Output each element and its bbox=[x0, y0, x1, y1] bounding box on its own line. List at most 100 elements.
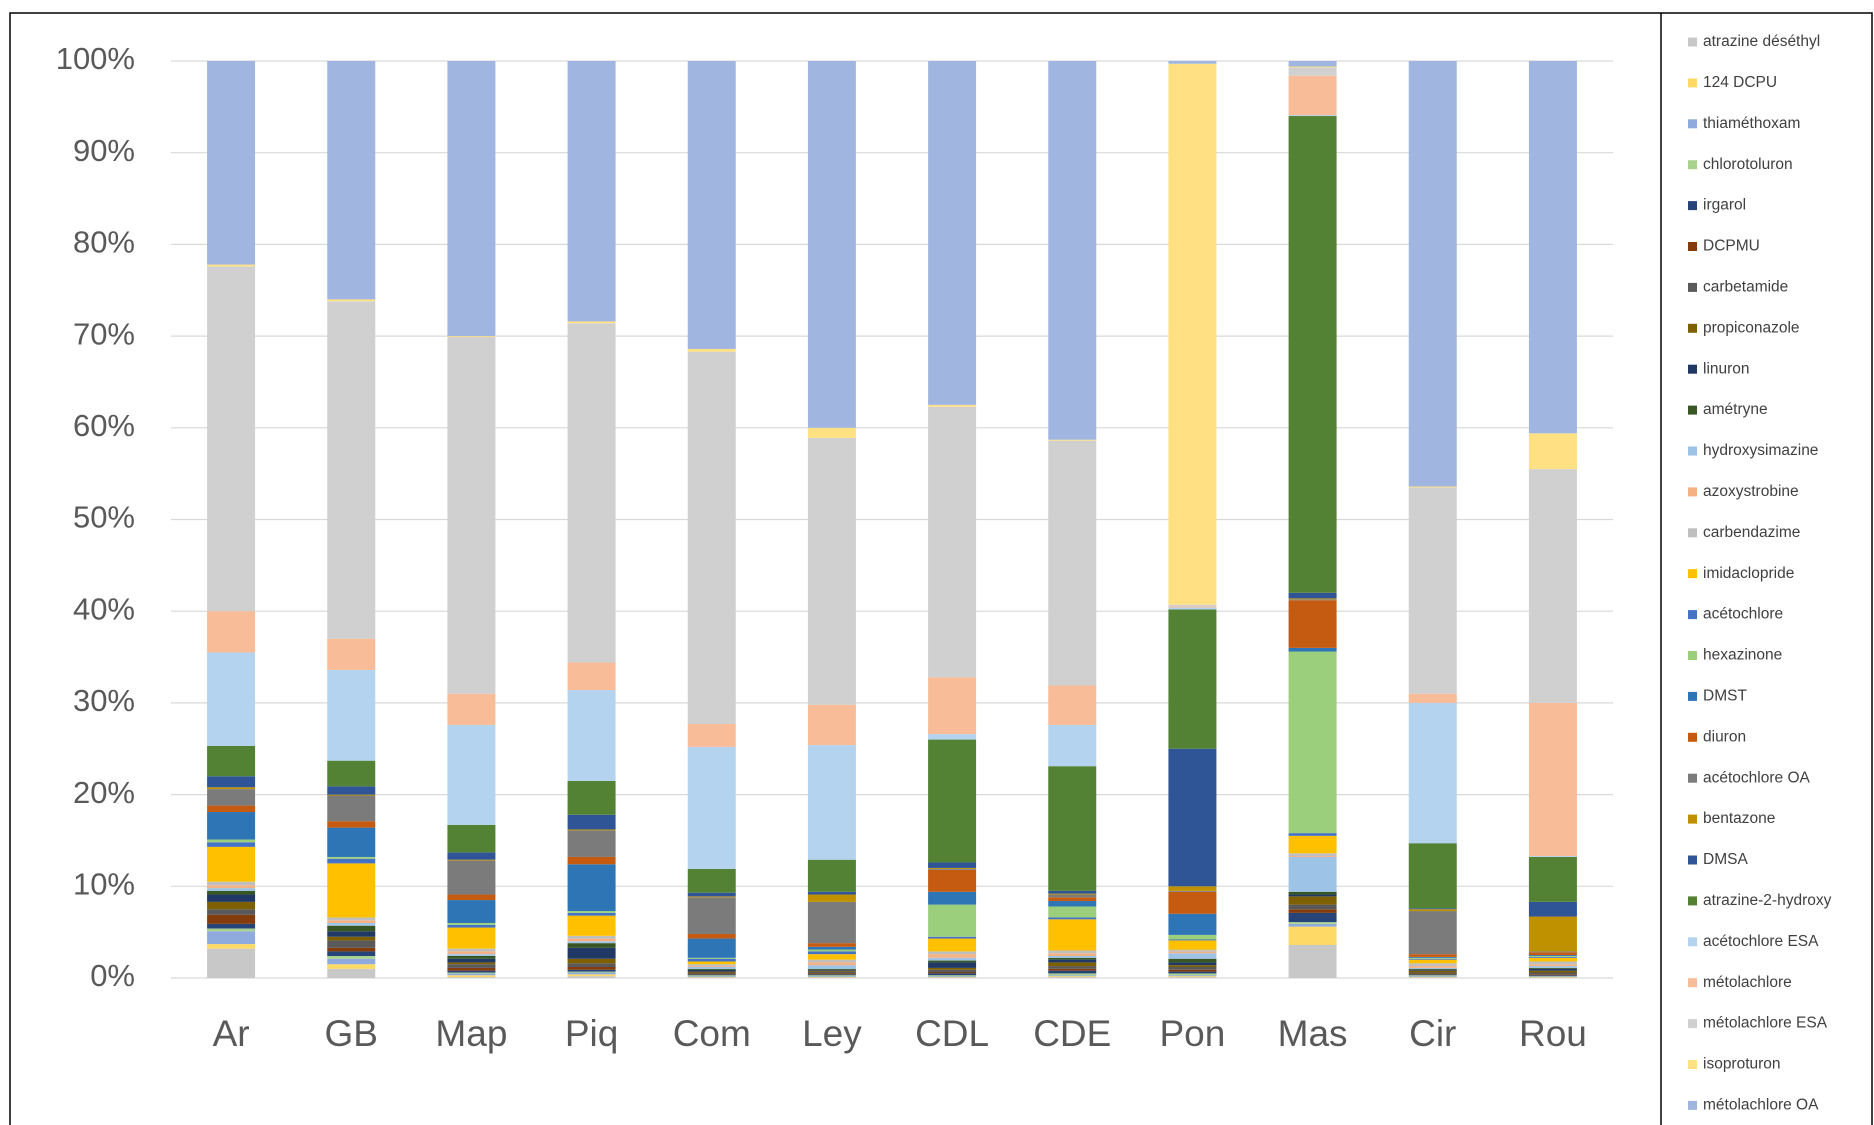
bar-segment bbox=[207, 611, 256, 653]
bar-segment bbox=[1408, 966, 1457, 968]
bar-segment bbox=[687, 933, 736, 939]
bar-segment bbox=[1528, 61, 1577, 434]
bar-segment bbox=[1528, 916, 1577, 952]
bar-segment bbox=[207, 888, 256, 891]
bar-segment bbox=[1048, 953, 1097, 956]
bar-segment bbox=[1528, 956, 1577, 958]
bar-segment bbox=[1168, 939, 1217, 941]
legend-label: DCPMU bbox=[1703, 238, 1760, 255]
bar-segment bbox=[327, 917, 376, 921]
bar-segment bbox=[687, 723, 736, 747]
bar-segment bbox=[447, 973, 496, 976]
bar-segment bbox=[928, 677, 977, 735]
bar-segment bbox=[447, 962, 496, 965]
bar-segment bbox=[1048, 955, 1097, 958]
bar-segment bbox=[1528, 967, 1577, 969]
bar-segment bbox=[447, 955, 496, 959]
bar-segment bbox=[687, 975, 736, 977]
bar-segment bbox=[807, 859, 856, 892]
x-tick-label: Piq bbox=[565, 1013, 618, 1054]
bar-segment bbox=[1408, 61, 1457, 487]
y-tick-label: 70% bbox=[73, 316, 135, 351]
bar-segment bbox=[567, 856, 616, 865]
bar-segment bbox=[1048, 962, 1097, 967]
legend-label: DMST bbox=[1703, 687, 1747, 704]
bar-segment bbox=[687, 957, 736, 959]
legend-label: acétochlore ESA bbox=[1703, 933, 1819, 950]
legend-label: irgarol bbox=[1703, 197, 1746, 214]
bar-segment bbox=[1048, 685, 1097, 725]
bar-segment bbox=[928, 976, 977, 978]
legend-swatch bbox=[1688, 364, 1697, 374]
x-tick-label: Com bbox=[673, 1013, 751, 1054]
bar-segment bbox=[567, 321, 616, 324]
bar-segment bbox=[327, 964, 376, 969]
legend-label: azoxystrobine bbox=[1703, 483, 1799, 500]
bar-segment bbox=[687, 961, 736, 965]
y-tick-label: 10% bbox=[73, 866, 135, 901]
bar-segment bbox=[447, 824, 496, 853]
bar-segment bbox=[687, 969, 736, 972]
bar-segment bbox=[1048, 970, 1097, 974]
bar-segment bbox=[1408, 702, 1457, 844]
bar-segment bbox=[687, 351, 736, 724]
bar-segment bbox=[447, 61, 496, 337]
bar-segment bbox=[327, 968, 376, 978]
legend-swatch bbox=[1688, 1060, 1697, 1069]
bar-segment bbox=[327, 299, 376, 302]
x-tick-label: CDL bbox=[915, 1013, 989, 1054]
legend-label: chlorotoluron bbox=[1703, 156, 1793, 173]
legend-swatch bbox=[1688, 651, 1697, 660]
bar-segment bbox=[1408, 974, 1457, 976]
legend-swatch bbox=[1688, 1100, 1697, 1110]
bar-segment bbox=[1408, 975, 1457, 977]
bar-segment bbox=[1528, 968, 1577, 971]
bar-segment bbox=[327, 940, 376, 948]
bar-segment bbox=[687, 938, 736, 958]
bar-segment bbox=[1288, 853, 1337, 857]
legend-swatch bbox=[1688, 405, 1697, 415]
bar-segment bbox=[567, 830, 616, 857]
bar-segment bbox=[567, 966, 616, 970]
bar-segment bbox=[1168, 962, 1217, 966]
bar-segment bbox=[567, 780, 616, 815]
bar-segment bbox=[1168, 606, 1217, 608]
bar-segment bbox=[567, 963, 616, 967]
bar-segment bbox=[207, 839, 256, 843]
bar-segment bbox=[1288, 75, 1337, 116]
bar-segment bbox=[928, 973, 977, 976]
bar-segment bbox=[327, 936, 376, 941]
bar-segment bbox=[327, 795, 376, 822]
bar-segment bbox=[447, 859, 496, 861]
bar-segment bbox=[1168, 890, 1217, 892]
bar-segment bbox=[1168, 607, 1217, 610]
bar-segment bbox=[1528, 955, 1577, 956]
bar-segment bbox=[1168, 973, 1217, 976]
bar-segment bbox=[1408, 843, 1457, 909]
bar-segment bbox=[1168, 940, 1217, 950]
bar-segment bbox=[1048, 890, 1097, 894]
legend-swatch bbox=[1688, 691, 1697, 701]
bar-segment bbox=[807, 745, 856, 860]
bar-segment bbox=[1048, 893, 1097, 895]
bar-segment bbox=[807, 437, 856, 705]
bar-segment bbox=[687, 971, 736, 973]
legend-label: carbendazime bbox=[1703, 524, 1800, 541]
bar-segment bbox=[327, 638, 376, 670]
bar-segment bbox=[207, 909, 256, 915]
legend-label: 124 DCPU bbox=[1703, 74, 1777, 91]
legend-label: thiaméthoxam bbox=[1703, 115, 1800, 132]
bar-segment bbox=[687, 964, 736, 967]
bar-segment bbox=[1408, 959, 1457, 964]
bar-segment bbox=[1408, 958, 1457, 960]
bar-segment bbox=[928, 734, 977, 740]
bar-segment bbox=[1408, 693, 1457, 703]
bar-segment bbox=[687, 966, 736, 969]
bar-segment bbox=[807, 974, 856, 976]
bar-segment bbox=[1168, 953, 1217, 959]
bar-segment bbox=[567, 829, 616, 831]
bar-segment bbox=[928, 957, 977, 961]
bar-segment bbox=[207, 745, 256, 777]
bar-segment bbox=[928, 867, 977, 869]
bar-segment bbox=[207, 264, 256, 267]
